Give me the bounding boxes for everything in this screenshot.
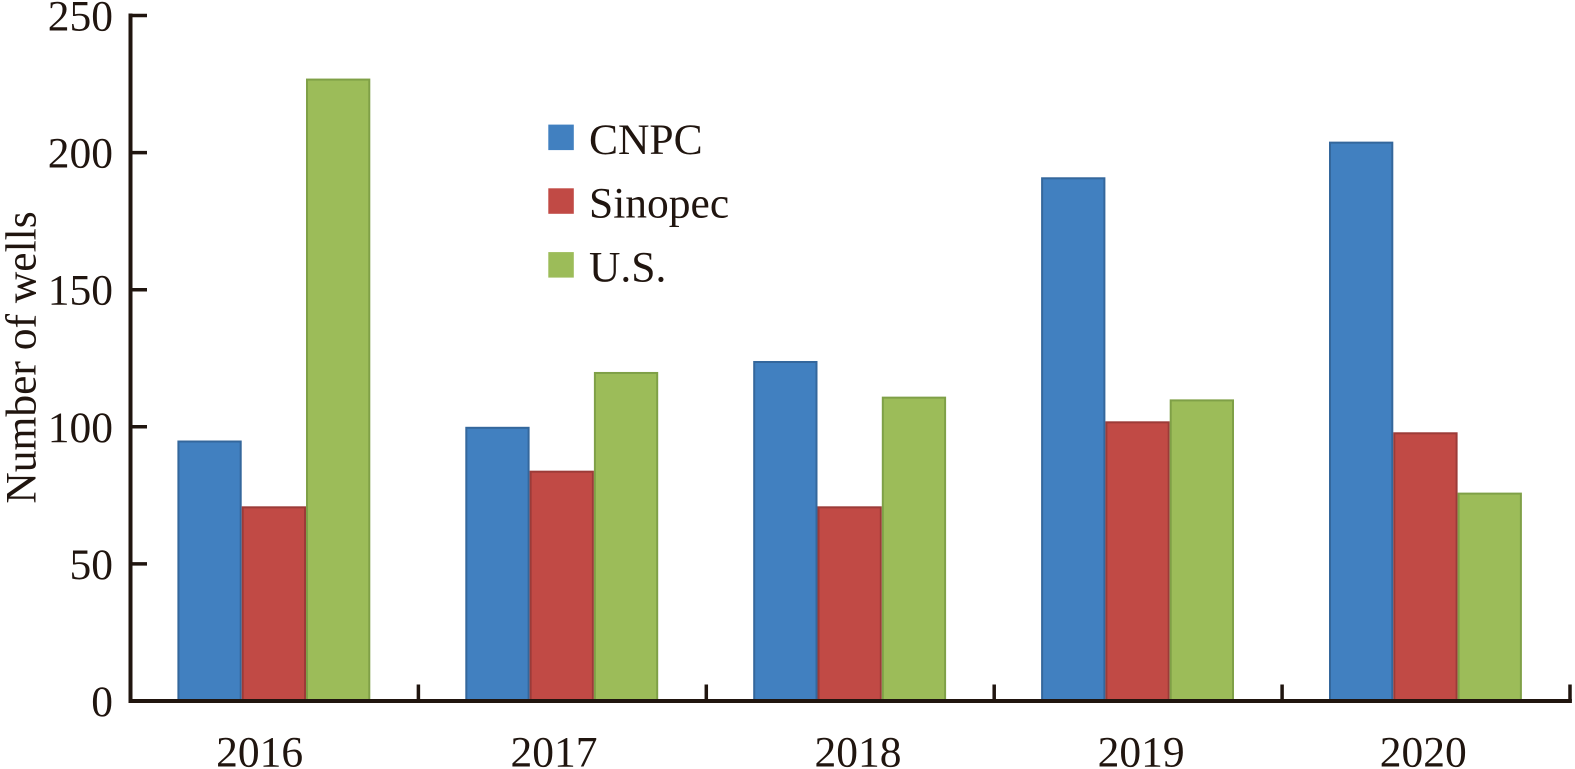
legend-label-sinopec: Sinopec <box>589 180 729 228</box>
y-tick-label: 50 <box>70 541 114 589</box>
y-tick-label: 0 <box>91 678 113 726</box>
bar-sinopec-2017 <box>529 470 594 702</box>
x-tick-label: 2019 <box>1098 729 1185 769</box>
legend-swatch-us <box>548 252 574 278</box>
y-tick-label: 150 <box>48 267 113 315</box>
y-axis-title: Number of wells <box>0 211 46 503</box>
x-tick-label: 2017 <box>511 729 598 769</box>
bar-us-2020 <box>1457 492 1522 702</box>
bar-cnpc-2016 <box>177 440 242 702</box>
x-tick-label: 2016 <box>216 729 303 769</box>
bar-cnpc-2017 <box>465 426 530 702</box>
bar-sinopec-2016 <box>241 506 306 702</box>
x-tick-label: 2018 <box>815 729 902 769</box>
legend-swatch-sinopec <box>548 188 574 214</box>
bar-cnpc-2020 <box>1329 141 1394 702</box>
x-tick-label: 2020 <box>1380 729 1467 769</box>
bar-sinopec-2019 <box>1105 421 1170 702</box>
bar-cnpc-2018 <box>753 360 818 702</box>
legend-swatch-cnpc <box>548 124 574 151</box>
bar-sinopec-2020 <box>1393 432 1458 702</box>
bar-sinopec-2018 <box>817 506 882 702</box>
bar-us-2017 <box>593 371 659 702</box>
legend-label-cnpc: CNPC <box>589 116 703 164</box>
y-tick-label: 250 <box>48 0 113 41</box>
y-tick-label: 200 <box>48 130 113 178</box>
bar-us-2016 <box>306 78 371 703</box>
bar-cnpc-2019 <box>1041 177 1106 702</box>
legend-label-us: U.S. <box>589 244 666 292</box>
y-tick-label: 100 <box>48 404 113 452</box>
bar-us-2018 <box>881 396 947 702</box>
bar-us-2019 <box>1169 399 1234 702</box>
